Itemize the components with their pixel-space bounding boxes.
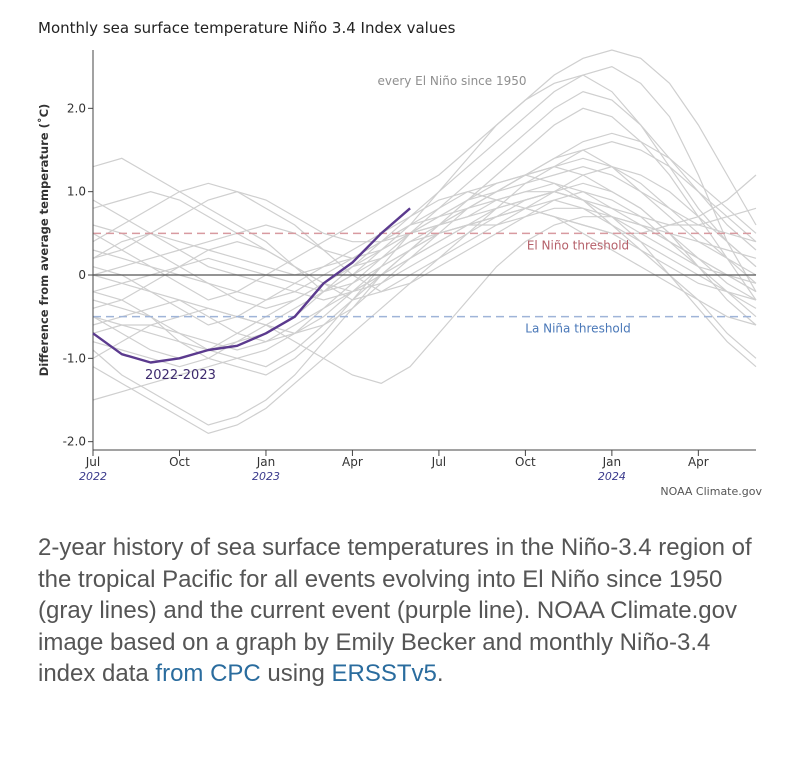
gray-series-line-16 <box>92 191 757 309</box>
gray-series-line-14 <box>92 191 757 326</box>
gray-series-line-10 <box>92 191 757 368</box>
gray-series-line-9 <box>92 166 757 401</box>
x-tick-label-1: Jul <box>85 455 100 469</box>
x-tick-label-4: Apr <box>342 455 363 469</box>
caption-text: 2-year history of sea surface temperatur… <box>38 534 752 687</box>
chart-svg: Monthly sea surface temperature Niño 3.4… <box>36 19 762 498</box>
y-axis-title: Difference from average temperature (˚C) <box>36 104 51 377</box>
y-tick-label-3: 0 <box>78 268 86 282</box>
y-tick-label-5: -2.0 <box>63 435 86 449</box>
gray-series-line-1 <box>92 66 757 351</box>
y-tick-label-4: -1.0 <box>63 351 86 365</box>
gray-series-line-18 <box>92 132 757 334</box>
figure-caption: 2-year history of sea surface temperatur… <box>38 532 768 690</box>
x-tick-label-5: Jul <box>431 455 446 469</box>
nino-chart: Monthly sea surface temperature Niño 3.4… <box>36 19 762 498</box>
gray-series-line-24 <box>92 199 757 326</box>
x-tick-year-3: 2023 <box>252 470 280 483</box>
chart-credit: NOAA Climate.gov <box>660 485 762 498</box>
gray-series-line-17 <box>92 166 757 434</box>
x-tick-label-6: Oct <box>515 455 536 469</box>
caption-end-text: . <box>436 660 444 687</box>
gray-series-label: every El Niño since 1950 <box>377 74 526 88</box>
chart-title: Monthly sea surface temperature Niño 3.4… <box>38 19 456 37</box>
y-tick-label-2: 1.0 <box>67 185 86 199</box>
x-tick-label-2: Oct <box>169 455 190 469</box>
x-tick-year-1: 2022 <box>79 470 107 483</box>
caption-middle-text: using <box>260 660 332 687</box>
gray-series-line-5 <box>92 149 757 426</box>
current-series-line <box>92 207 411 364</box>
el-nino-threshold-label: El Niño threshold <box>527 238 629 252</box>
x-tick-label-3: Jan <box>256 455 276 469</box>
gray-series-line-19 <box>92 207 757 293</box>
current-series-group <box>92 207 411 364</box>
ersstv5-link[interactable]: ERSSTv5 <box>331 660 437 687</box>
current-series-label: 2022-2023 <box>145 368 216 383</box>
la-nina-threshold-label: La Niña threshold <box>525 322 630 336</box>
cpc-link[interactable]: from CPC <box>155 660 261 687</box>
gray-series-line-4 <box>92 49 757 301</box>
x-tick-label-7: Jan <box>602 455 622 469</box>
gray-series-line-22 <box>92 191 757 276</box>
x-tick-label-8: Apr <box>688 455 709 469</box>
gray-series-line-15 <box>92 141 757 309</box>
threshold-group: El Niño threshold La Niña threshold <box>93 232 756 336</box>
gray-series-group <box>92 49 757 434</box>
gray-series-line-25 <box>92 216 757 384</box>
x-tick-year-7: 2024 <box>598 470 626 483</box>
y-tick-label-1: 2.0 <box>67 101 86 115</box>
gray-series-line-21 <box>92 166 757 368</box>
gray-series-line-12 <box>92 174 757 359</box>
